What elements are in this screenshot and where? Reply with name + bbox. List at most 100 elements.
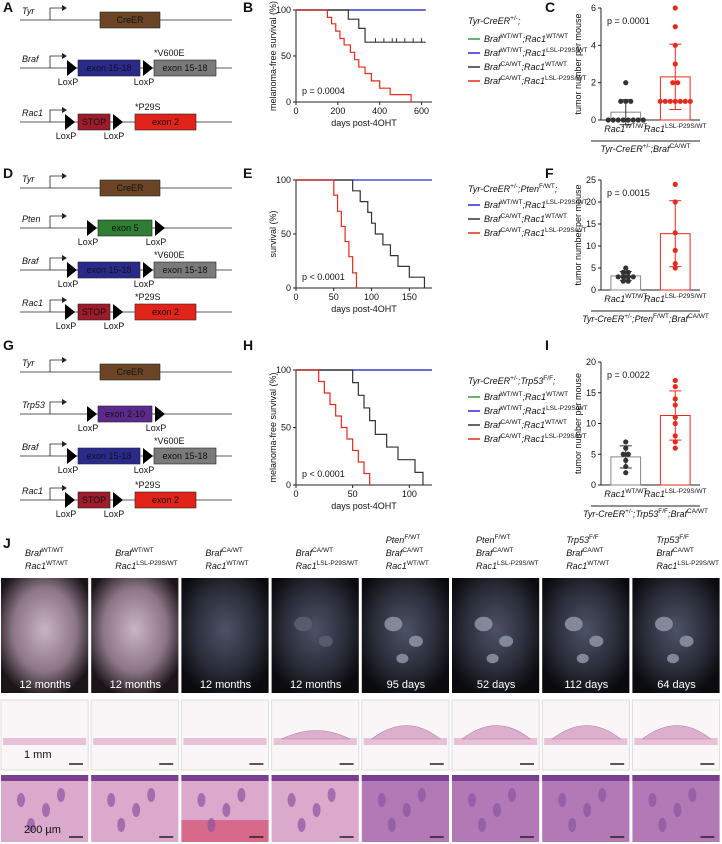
data-point: [610, 117, 616, 123]
superscript: +/-: [510, 375, 518, 382]
loxp-label: LoxP: [58, 77, 79, 87]
rich-label: Rac1LSL-P29S/WT: [115, 560, 178, 571]
mouse-photo: [181, 578, 269, 693]
tumor-lesion: [564, 616, 583, 632]
y-tick-label: 20: [586, 357, 596, 367]
tumor-section: [551, 725, 622, 740]
label-part: ;: [553, 376, 556, 386]
rich-label: Rac1LSL-P29S/WT: [656, 560, 719, 571]
rich-label: BrafWT/WT: [25, 547, 64, 558]
label-part: Tyr-CreER: [468, 16, 511, 26]
exon-label: CreER: [116, 183, 144, 193]
loxp-label: LoxP: [104, 131, 125, 141]
follicle: [648, 793, 657, 807]
mouse-photo: [632, 578, 720, 693]
loxp-label: LoxP: [56, 131, 77, 141]
promoter-arrow: [49, 359, 62, 372]
superscript: WT/WT: [501, 199, 523, 206]
exon-label: exon 15-18: [86, 63, 131, 73]
promoter-arrowhead: [62, 297, 67, 303]
data-point: [672, 199, 678, 205]
label-part: ;Rac1: [521, 214, 545, 224]
follicle: [312, 803, 321, 817]
x-tick-label: 0: [293, 489, 298, 499]
exon-label: exon 2: [152, 307, 179, 317]
follicle: [377, 793, 386, 807]
promoter-arrow: [49, 299, 62, 312]
y-axis-label: melanoma-free survival (%): [268, 372, 278, 482]
promoter-arrow: [49, 257, 62, 270]
mutation-label: *P29S: [135, 102, 161, 112]
loxp-site: [67, 60, 77, 76]
x-tick-label: 600: [414, 106, 429, 116]
exon-label: exon 15-18: [86, 265, 131, 275]
data-point: [672, 230, 678, 236]
gene-label: Rac1: [22, 486, 43, 496]
data-point: [672, 261, 678, 267]
panel-label: D: [3, 165, 13, 181]
data-point: [615, 274, 621, 280]
label-part: Braf: [25, 548, 43, 558]
exon-label: exon 2-10: [105, 409, 145, 419]
rich-label: Rac1WT/WT: [604, 293, 647, 304]
exon-box: [99, 363, 161, 381]
superscript: CA/WT: [493, 547, 514, 554]
superscript: CA/WT: [501, 227, 522, 234]
exon-label: STOP: [82, 495, 106, 505]
follicle: [558, 793, 567, 807]
age-label: 64 days: [657, 679, 696, 691]
label-part: ;Rac1: [521, 76, 545, 86]
gene-label: Braf: [22, 442, 40, 452]
loxp-site: [113, 114, 123, 130]
rich-label: BrafCA/WT;Rac1LSL-P29S/WT: [484, 433, 587, 444]
data-point: [672, 5, 678, 11]
loxp-label: LoxP: [56, 509, 77, 519]
exon-label: exon 15-18: [162, 451, 207, 461]
superscript: LSL-P29S/WT: [665, 293, 707, 300]
rich-label: Trp53F/F: [566, 534, 599, 545]
loxp-label: LoxP: [146, 423, 167, 433]
superscript: +/-: [510, 15, 518, 22]
label-part: Braf: [566, 548, 584, 558]
superscript: F/F: [543, 375, 553, 382]
data-point: [630, 274, 636, 280]
x-tick-label: 200: [330, 106, 345, 116]
exon-box: [134, 113, 197, 131]
tumor-lesion: [474, 616, 493, 632]
y-tick-label: 50: [281, 229, 291, 239]
label-part: ;Rac1: [523, 34, 547, 44]
data-point: [672, 420, 678, 427]
superscript: +/-: [510, 183, 518, 190]
label-part: ;Rac1: [523, 392, 547, 402]
age-label: 12 months: [290, 679, 342, 691]
label-part: Trp53: [566, 535, 589, 545]
superscript: LSL-P29S/WT: [677, 560, 719, 567]
skin-layer: [363, 738, 447, 745]
mutation-label: *V600E: [154, 250, 185, 260]
exon-box: [153, 59, 217, 77]
loxp-site: [143, 448, 153, 464]
label-part: Braf: [115, 548, 133, 558]
label-part: Rac1: [604, 489, 625, 499]
label-part: Braf: [296, 548, 314, 558]
rich-label: BrafCA/WT;Rac1LSL-P29S/WT: [484, 75, 587, 86]
data-point: [623, 445, 629, 451]
follicle: [508, 788, 516, 802]
tumor-lesion: [294, 616, 313, 632]
skin-layer: [183, 738, 267, 745]
label-part: ;Trp53: [633, 509, 658, 519]
loxp-site: [87, 406, 97, 422]
survival-curve: [296, 179, 426, 288]
tumor-lesion: [666, 653, 679, 664]
y-axis-label: tumor number per mouse: [573, 13, 583, 114]
label-part: ;Braf: [650, 144, 671, 154]
superscript: WT/WT: [501, 405, 523, 412]
y-tick-label: 100: [276, 365, 291, 375]
data-point: [625, 451, 631, 457]
rich-label: BrafCA/WT;Rac1WT/WT: [484, 419, 567, 430]
data-point: [667, 98, 673, 104]
loxp-label: LoxP: [134, 77, 155, 87]
superscript: F/WT: [404, 534, 420, 541]
survival-curve: [296, 179, 358, 288]
